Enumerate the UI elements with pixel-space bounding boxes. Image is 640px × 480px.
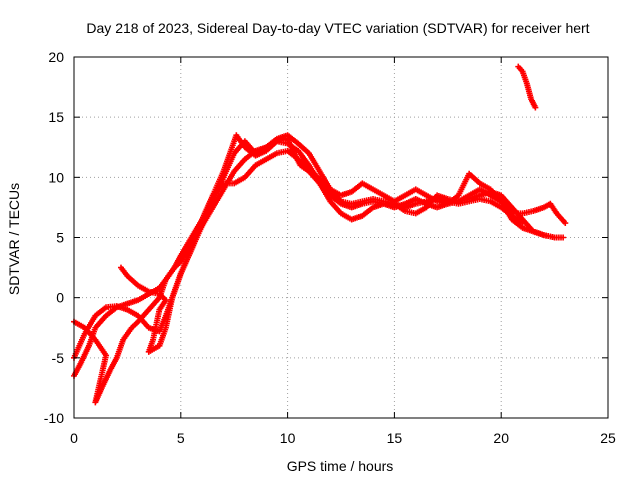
- data-point-marker: [551, 234, 558, 241]
- y-tick-label: 20: [48, 49, 64, 65]
- x-tick-label: 15: [387, 430, 403, 446]
- y-tick-label: 10: [48, 169, 64, 185]
- x-tick-label: 10: [280, 430, 296, 446]
- y-axis-label: SDTVAR / TECUs: [6, 183, 22, 295]
- y-tick-label: -10: [44, 410, 64, 426]
- data-series: [515, 63, 539, 111]
- y-tick-label: 15: [48, 109, 64, 125]
- x-tick-label: 5: [177, 430, 185, 446]
- data-point-marker: [560, 234, 567, 241]
- grid: [74, 57, 608, 418]
- data-series: [117, 147, 526, 355]
- y-tick-label: 5: [56, 230, 64, 246]
- chart-title: Day 218 of 2023, Sidereal Day-to-day VTE…: [86, 20, 589, 36]
- x-tick-label: 25: [600, 430, 616, 446]
- data-point-marker: [519, 220, 526, 227]
- y-tick-label: 0: [56, 290, 64, 306]
- x-axis-label: GPS time / hours: [287, 458, 394, 474]
- data-point-marker: [562, 220, 569, 227]
- y-tick-label: -5: [52, 350, 65, 366]
- data-layer: [71, 63, 569, 406]
- axis-ticks: 0 5 10 15 20 25 -10 -5 0 5 10 15 20: [44, 49, 616, 446]
- data-point-marker: [532, 104, 539, 111]
- x-tick-label: 0: [70, 430, 78, 446]
- x-tick-label: 20: [493, 430, 509, 446]
